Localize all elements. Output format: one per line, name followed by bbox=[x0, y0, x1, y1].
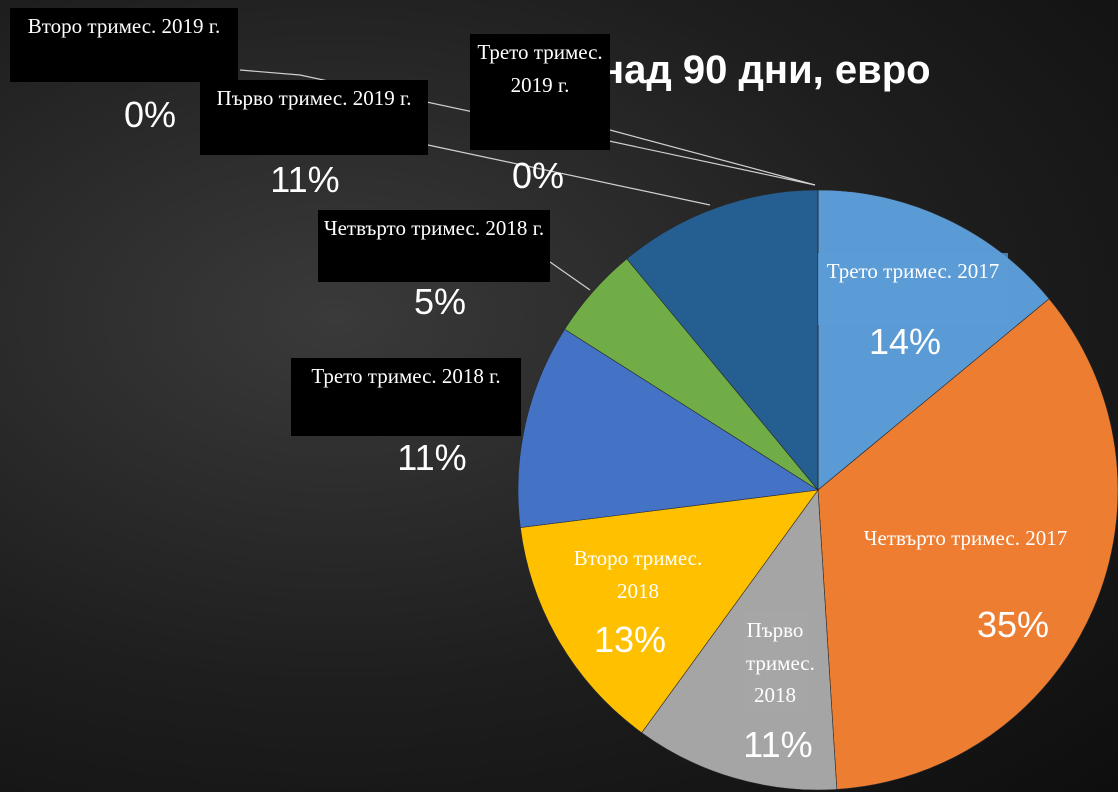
slice-label: Трето тримес. 2019 г. bbox=[470, 34, 610, 150]
leader-lines bbox=[239, 69, 816, 291]
value-label: 14% bbox=[868, 321, 942, 362]
value-label: 11% bbox=[270, 159, 340, 200]
slice-label: Първо тримес. 2018 bbox=[742, 612, 815, 712]
leader-line bbox=[427, 144, 711, 206]
value-label: 13% bbox=[593, 619, 667, 660]
slice-label: Четвърто тримес. 2018 г. bbox=[318, 210, 550, 282]
leader-line bbox=[549, 261, 591, 291]
leader-line bbox=[609, 129, 816, 186]
pie-slice bbox=[517, 328, 819, 528]
value-label: 35% bbox=[976, 604, 1050, 645]
leader-line bbox=[239, 69, 816, 186]
slice-label: Четвърто тримес. 2017 bbox=[838, 520, 1093, 596]
slice-label: Второ тримес. 2019 г. bbox=[10, 8, 238, 82]
value-label: 5% bbox=[413, 281, 467, 322]
value-label: 0% bbox=[511, 155, 565, 196]
value-label: 0% bbox=[123, 94, 177, 135]
slice-label: Трето тримес. 2017 bbox=[818, 253, 1008, 325]
value-label: 11% bbox=[743, 724, 813, 765]
pie-slice bbox=[641, 489, 838, 791]
slice-label: Първо тримес. 2019 г. bbox=[200, 80, 428, 155]
chart-title: над 90 дни, евро bbox=[600, 48, 931, 92]
pie-slice bbox=[626, 189, 819, 491]
value-label: 11% bbox=[397, 437, 467, 478]
slice-label: Второ тримес. 2018 bbox=[548, 540, 728, 603]
slice-label: Трето тримес. 2018 г. bbox=[291, 358, 521, 436]
